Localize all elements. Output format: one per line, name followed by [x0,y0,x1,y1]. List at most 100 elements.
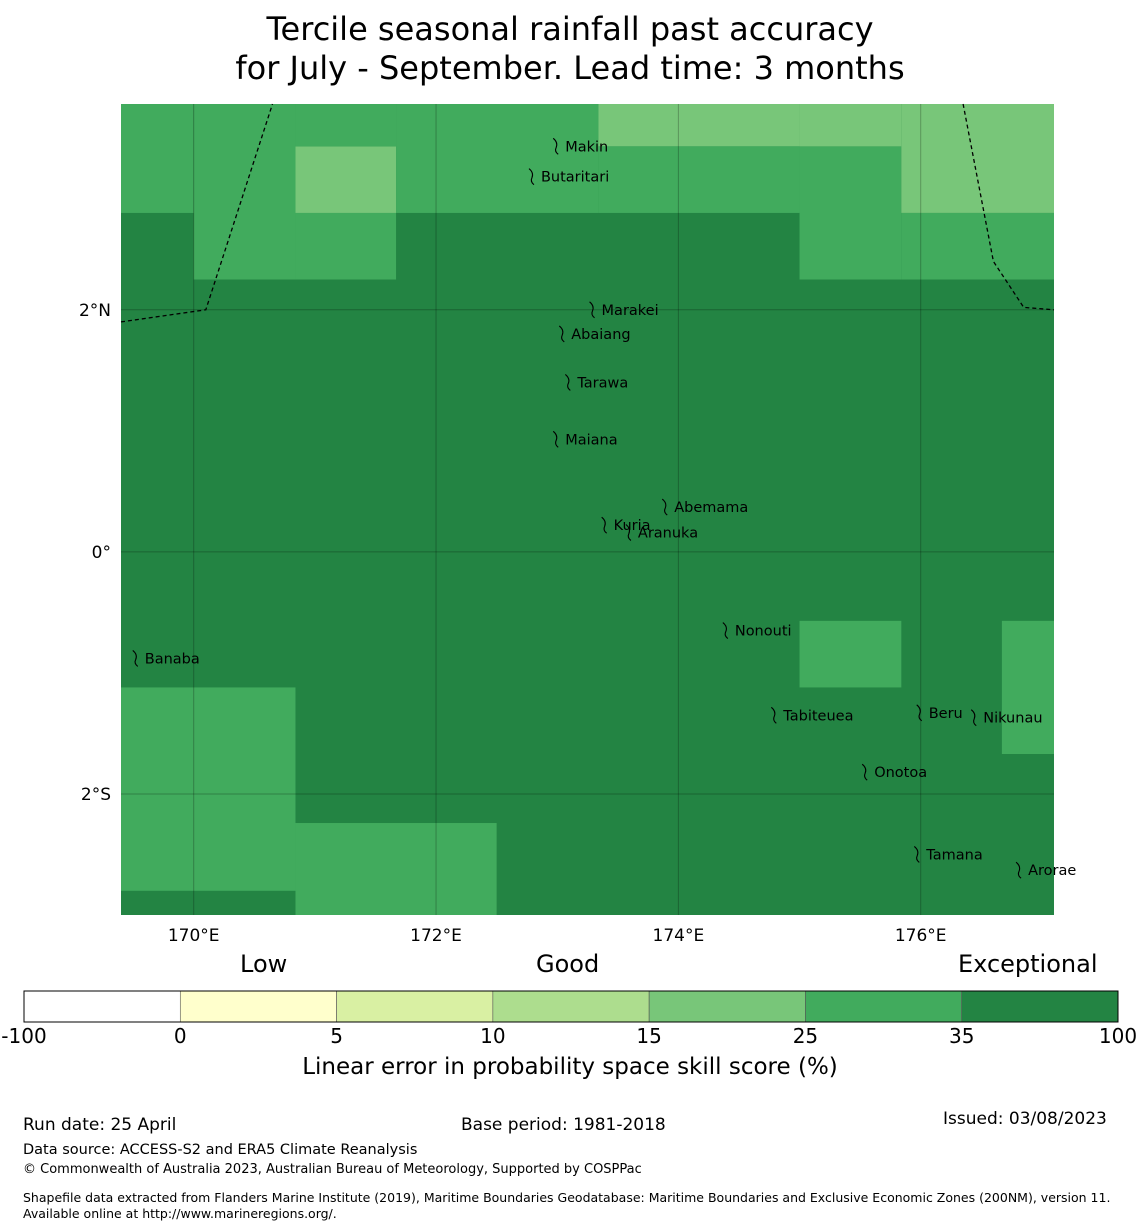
island-tamana: Tamana [913,846,983,863]
eez-boundary-line [120,103,274,323]
island-label: Onotoa [874,765,927,781]
island-abemama: Abemama [661,498,748,516]
island-label: Nikunau [983,711,1042,727]
skill-cell [1001,620,1054,755]
island-outline [661,498,668,516]
island-outline [589,301,595,319]
island-label: Arorae [1028,863,1076,879]
eez-boundaries [120,103,1055,323]
island-label: Tabiteuea [782,708,853,724]
lon-tick-label: 170°E [168,926,220,946]
map-axes: 170°E 172°E 174°E 176°E 2°N 0° 2°S [79,301,947,946]
colorbar-segment [648,990,806,1023]
lat-tick-label: 0° [92,543,111,563]
island-tabiteuea: Tabiteuea [770,706,853,724]
title-line-1: Tercile seasonal rainfall past accuracy [266,10,874,48]
colorbar-tick-label: 100 [1098,1024,1138,1048]
island-label: Tamana [925,847,982,863]
colorbar-tick-label: 25 [792,1024,819,1048]
island-tarawa: Tarawa [564,373,628,391]
copyright: © Commonwealth of Australia 2023, Austra… [23,1162,642,1177]
colorbar-tick-label: 15 [636,1024,662,1048]
lat-tick-label: 2°S [81,785,111,805]
map-title: Tercile seasonal rainfall past accuracy … [0,10,1140,88]
skill-cell [396,104,599,213]
colorbar-segment [336,990,494,1023]
colorbar-segment [492,990,650,1023]
colorbar-tick-label: 10 [480,1024,506,1048]
island-butaritari: Butaritari [528,168,609,186]
island-outline [625,524,632,541]
island-label: Banaba [145,651,200,667]
graticule [121,104,1054,915]
skill-cell [799,620,902,688]
colorbar [23,990,1119,1023]
island-outline [722,622,729,639]
island-outline [601,516,608,534]
island-outline [558,325,565,343]
legend-label-exceptional: Exceptional [958,950,1098,978]
island-nonouti: Nonouti [722,622,792,640]
island-outline [861,763,868,781]
island-abaiang: Abaiang [558,325,631,343]
colorbar-tick-label: -100 [1,1024,47,1048]
skill-cell [295,823,497,915]
island-outline [564,373,571,391]
island-aranuka: Aranuka [625,524,698,541]
island-label: Abemama [674,500,748,516]
skill-cell [799,104,902,147]
island-outline [916,704,923,722]
issued-date: Issued: 03/08/2023 [943,1109,1107,1129]
skill-cell [901,104,1054,213]
island-outline [970,709,977,727]
island-banaba: Banaba [132,649,200,667]
island-kuria: Kuria [601,516,651,534]
colorbar-tick-label: 0 [173,1024,187,1048]
skill-cell [799,146,902,280]
island-marakei: Marakei [589,301,659,319]
skill-cell [121,687,296,891]
colorbar-segment [805,990,963,1023]
shapefile-credit: Shapefile data extracted from Flanders M… [23,1190,1111,1221]
lat-tick-label: 2°N [79,301,111,321]
island-outline [552,137,559,155]
eez-boundary-line [962,103,1055,311]
island-outline [770,706,777,724]
colorbar-segment [179,990,337,1023]
colorbar-tick-label: 35 [948,1024,975,1048]
skill-cell [193,104,296,280]
skill-cell [598,146,800,213]
skill-cells [121,104,1054,915]
data-source: Data source: ACCESS-S2 and ERA5 Climate … [23,1142,418,1158]
skill-cell [121,104,194,213]
island-label: Abaiang [571,327,630,343]
island-label: Maiana [565,432,617,448]
skill-map: Makin Butaritari Marakei Abaiang Tarawa Maian… [79,103,1076,946]
lon-tick-label: 174°E [653,926,705,946]
island-label: Nonouti [735,624,792,640]
island-label: Beru [929,706,963,722]
skill-cell [295,212,397,280]
base-period: Base period: 1981-2018 [461,1115,666,1135]
colorbar-frame [23,990,1119,1023]
island-outline [913,846,920,863]
island-label: Tarawa [576,375,628,391]
colorbar-segment [23,990,181,1023]
island-arorae: Arorae [1015,861,1076,879]
island-makin: Makin [552,137,608,155]
lon-tick-label: 176°E [895,926,947,946]
island-outline [528,168,535,186]
title-line-2: for July - September. Lead time: 3 month… [235,49,905,87]
island-outline [1015,861,1022,879]
island-label: Butaritari [541,170,609,186]
island-label: Aranuka [638,525,698,541]
island-label: Makin [565,139,608,155]
legend-label-low: Low [240,950,288,978]
islands: Makin Butaritari Marakei Abaiang Tarawa Maian… [132,137,1076,879]
colorbar-segment [961,990,1119,1023]
run-date: Run date: 25 April [23,1115,177,1135]
island-beru: Beru [916,704,963,722]
skill-cell [901,212,1054,280]
island-label: Kuria [614,518,651,534]
skill-cell [598,104,800,147]
